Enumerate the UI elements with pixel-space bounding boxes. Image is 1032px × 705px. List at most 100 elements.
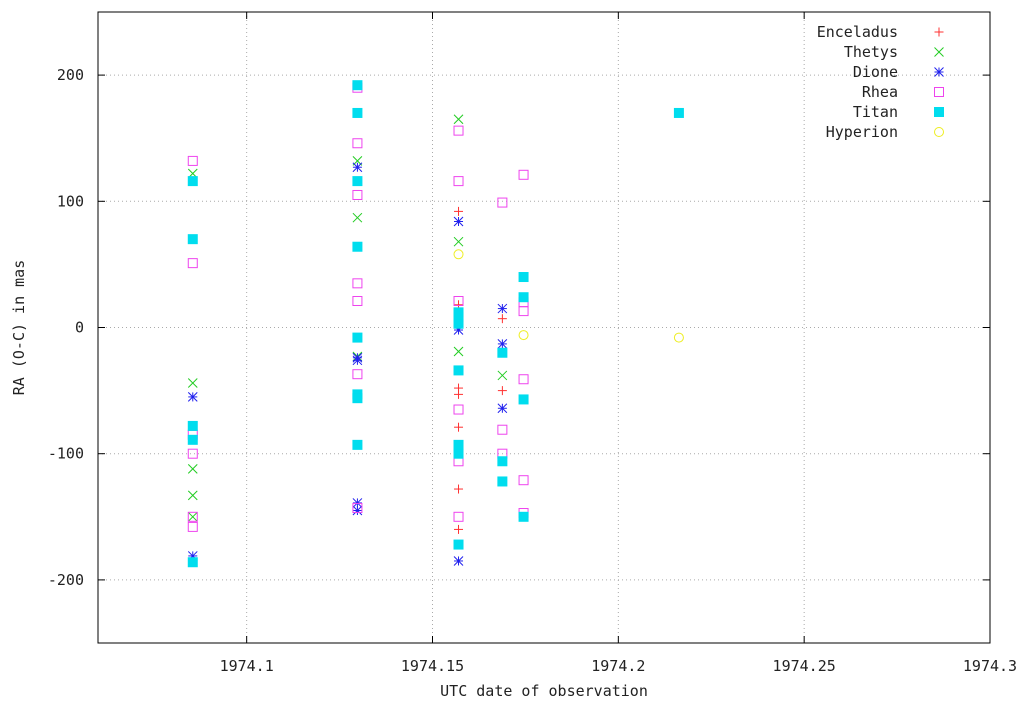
legend-label: Enceladus	[817, 23, 898, 41]
data-point-thetys	[453, 346, 464, 357]
data-point-titan	[497, 456, 508, 467]
data-point-dione	[352, 505, 363, 516]
data-point-rhea	[352, 278, 363, 289]
y-axis-label: RA (O-C) in mas	[10, 260, 28, 395]
data-point-dione	[453, 216, 464, 227]
data-point-titan	[352, 176, 363, 187]
x-axis-label: UTC date of observation	[440, 682, 648, 700]
data-point-enceladus	[454, 206, 464, 216]
data-point-rhea	[352, 189, 363, 200]
x-tick-label: 1974.2	[591, 657, 645, 675]
data-point-dione	[497, 303, 508, 314]
data-point-thetys	[453, 114, 464, 125]
data-point-titan	[673, 107, 684, 118]
data-point-dione	[352, 162, 363, 173]
data-point-dione	[497, 403, 508, 414]
data-point-rhea	[453, 295, 464, 306]
data-point-rhea	[453, 404, 464, 415]
data-point-rhea	[518, 475, 529, 486]
legend-label: Hyperion	[826, 123, 898, 141]
data-point-enceladus	[454, 484, 464, 494]
data-point-titan	[518, 272, 529, 283]
data-point-rhea	[497, 197, 508, 208]
legend-marker	[934, 47, 944, 57]
data-point-titan	[453, 439, 464, 450]
data-point-titan	[352, 80, 363, 91]
series-rhea	[187, 82, 529, 532]
data-point-rhea	[352, 138, 363, 149]
data-point-enceladus	[454, 389, 464, 399]
data-point-titan	[453, 318, 464, 329]
data-point-rhea	[187, 258, 198, 269]
data-point-titan	[352, 107, 363, 118]
data-point-rhea	[453, 176, 464, 187]
legend-marker	[934, 27, 944, 37]
data-point-rhea	[187, 511, 198, 522]
data-point-thetys	[187, 490, 198, 501]
data-point-rhea	[187, 155, 198, 166]
data-point-titan	[518, 292, 529, 303]
data-point-thetys	[187, 511, 198, 522]
data-point-dione	[187, 392, 198, 402]
legend-marker	[934, 87, 944, 97]
legend-marker	[934, 67, 944, 77]
data-point-rhea	[187, 448, 198, 459]
data-point-thetys	[453, 236, 464, 247]
data-point-thetys	[352, 212, 363, 223]
data-point-thetys	[187, 378, 198, 388]
data-point-enceladus	[497, 314, 507, 324]
x-tick-label: 1974.3	[963, 657, 1017, 675]
data-point-rhea	[518, 374, 529, 385]
x-tick-label: 1974.1	[220, 657, 274, 675]
y-tick-label: 100	[57, 192, 84, 210]
grid-lines	[98, 12, 990, 643]
legend-label: Dione	[853, 63, 898, 81]
series-titan	[187, 80, 684, 568]
data-point-titan	[352, 393, 363, 404]
legend: Enceladus Thetys Dione Rhea Titan Hyperion	[817, 23, 944, 141]
data-point-rhea	[518, 169, 529, 180]
data-point-hyperion	[673, 332, 684, 343]
data-point-dione	[453, 556, 464, 566]
data-point-enceladus	[454, 422, 464, 432]
legend-label: Thetys	[844, 43, 898, 61]
data-point-dione	[497, 339, 508, 349]
data-point-titan	[453, 365, 464, 376]
data-point-titan	[453, 539, 464, 550]
data-point-rhea	[352, 295, 363, 306]
data-point-enceladus	[497, 386, 507, 396]
data-point-titan	[518, 394, 529, 405]
legend-marker	[934, 107, 944, 117]
data-point-titan	[187, 234, 198, 245]
data-point-titan	[187, 420, 198, 431]
series-hyperion	[453, 249, 684, 343]
data-point-thetys	[187, 463, 198, 474]
data-point-dione	[352, 355, 363, 366]
data-point-titan	[187, 557, 198, 568]
data-point-thetys	[497, 370, 508, 381]
y-tick-label: -200	[48, 571, 84, 589]
data-points	[187, 80, 684, 568]
data-point-rhea	[518, 306, 529, 317]
data-point-titan	[187, 434, 198, 445]
series-dione	[187, 162, 508, 566]
data-point-hyperion	[453, 249, 464, 260]
series-enceladus	[454, 206, 507, 534]
data-point-hyperion	[518, 330, 529, 341]
x-tick-label: 1974.15	[401, 657, 464, 675]
data-point-rhea	[352, 369, 363, 380]
data-point-titan	[497, 476, 508, 487]
data-point-rhea	[453, 511, 464, 522]
legend-label: Titan	[853, 103, 898, 121]
data-point-titan	[518, 511, 529, 522]
data-point-titan	[352, 332, 363, 343]
y-tick-label: 200	[57, 66, 84, 84]
axis-ticks	[98, 12, 991, 643]
data-point-enceladus	[454, 524, 464, 534]
legend-label: Rhea	[862, 83, 898, 101]
data-point-titan	[352, 241, 363, 252]
data-point-titan	[187, 176, 198, 187]
data-point-titan	[352, 439, 363, 450]
axis-tick-labels: 1974.1 1974.15 1974.2 1974.25 1974.3 -200 -100…	[48, 66, 1017, 675]
